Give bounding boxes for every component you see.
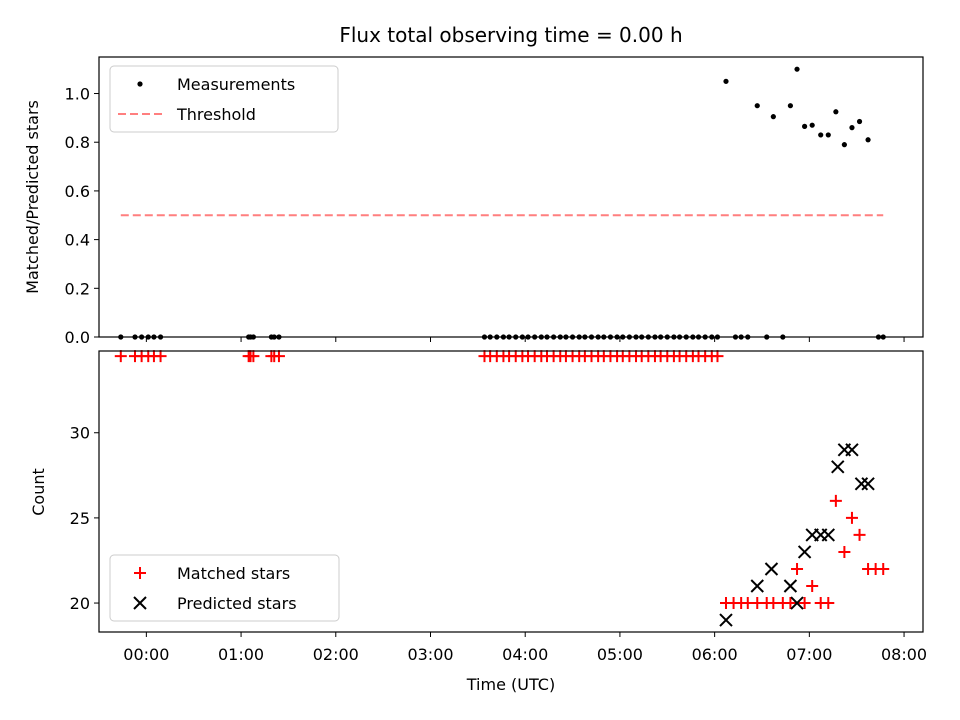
measurement-point — [833, 109, 839, 115]
predicted-star — [831, 460, 845, 474]
bottom-x-tick-label: 03:00 — [407, 645, 453, 664]
predicted-star — [797, 545, 812, 559]
bottom-y-tick-label: 25 — [70, 509, 90, 528]
top-plot-area: 0.0 0.2 0.4 0.6 0.8 1.0 — [65, 66, 905, 347]
bottom-x-tick-label: 06:00 — [692, 645, 738, 664]
top-y-tick-label: 0.4 — [65, 231, 90, 250]
measurement-point — [794, 66, 800, 72]
matched-star — [838, 545, 851, 558]
measurement-point — [865, 137, 871, 143]
predicted-star — [821, 528, 835, 542]
matched-star — [806, 580, 819, 593]
matched-star-clipped — [247, 350, 260, 363]
predicted-star — [764, 562, 779, 576]
axes-frames — [98, 56, 924, 633]
chart-title: Flux total observing time = 0.00 h — [339, 23, 682, 47]
bottom-y-tick-label: 20 — [70, 594, 90, 613]
bottom-x-tick-label: 04:00 — [502, 645, 548, 664]
measurement-point — [825, 132, 831, 138]
top-legend: Measurements Threshold — [109, 65, 339, 133]
top-y-tick-label: 0.8 — [65, 133, 90, 152]
measurement-point — [802, 123, 808, 129]
top-y-tick-label: 0.6 — [65, 182, 90, 201]
top-y-tick-label: 0.2 — [65, 279, 90, 298]
measurement-point — [787, 103, 794, 109]
measurement-point — [856, 118, 863, 125]
predicted-star — [750, 579, 764, 593]
top-legend-box — [109, 65, 339, 133]
predicted-legend-marker — [133, 596, 147, 610]
matched-star — [877, 562, 890, 575]
top-axes-frame — [98, 56, 924, 338]
matched-star — [829, 494, 842, 507]
predicted-star — [783, 579, 798, 593]
measurement-point — [770, 114, 776, 120]
top-panel: 0.0 0.2 0.4 0.6 0.8 1.0 — [65, 66, 905, 347]
threshold-legend-label: Threshold — [176, 105, 256, 124]
bottom-x-tick-label: 02:00 — [313, 645, 359, 664]
matched-legend-marker — [134, 567, 146, 579]
bottom-x-tick-label: 08:00 — [881, 645, 927, 664]
bottom-x-tick-label: 00:00 — [123, 645, 169, 664]
bottom-y-tick-label: 30 — [70, 424, 90, 443]
measurement-point — [723, 78, 729, 84]
bottom-x-tick-label: 01:00 — [218, 645, 264, 664]
predicted-star — [719, 613, 733, 627]
matched-star-clipped — [114, 350, 127, 363]
matched-star-clipped — [272, 350, 285, 363]
matched-star — [784, 597, 797, 610]
measurement-point — [841, 142, 847, 148]
top-y-axis-label: Matched/Predicted stars — [23, 100, 42, 294]
bottom-plot-area: 20 25 30 00:00 01:00 02:00 03:00 04:00 05:00 06:0… — [70, 350, 927, 664]
measurements-legend-label: Measurements — [177, 75, 295, 94]
bottom-legend: Matched stars Predicted stars — [109, 554, 340, 622]
bottom-x-tick-label: 05:00 — [597, 645, 643, 664]
measurement-point — [809, 122, 815, 128]
top-y-tick-label: 0.0 — [65, 328, 90, 347]
measurement-point — [849, 125, 855, 131]
predicted-star — [790, 596, 804, 610]
measurement-point — [818, 132, 824, 138]
bottom-panel: 20 25 30 00:00 01:00 02:00 03:00 04:00 05:00 06:0… — [70, 350, 927, 664]
matched-star-clipped — [154, 350, 167, 363]
matched-star — [791, 562, 804, 575]
predicted-star — [861, 477, 875, 491]
matched-star — [853, 528, 866, 541]
bottom-y-axis-label: Count — [29, 468, 48, 516]
bottom-axes-frame — [98, 350, 924, 633]
matched-star — [798, 597, 811, 610]
bottom-legend-box — [109, 554, 340, 622]
matched-legend-label: Matched stars — [177, 564, 290, 583]
measurements-legend-marker — [137, 81, 143, 87]
matched-star-clipped — [711, 350, 724, 363]
matched-star — [822, 597, 835, 610]
bottom-x-tick-label: 07:00 — [786, 645, 832, 664]
matched-star — [845, 511, 858, 524]
top-y-tick-label: 1.0 — [65, 85, 90, 104]
x-axis-label: Time (UTC) — [466, 675, 555, 694]
predicted-legend-label: Predicted stars — [177, 594, 297, 613]
predicted-star — [845, 443, 859, 457]
measurement-point — [754, 103, 760, 109]
